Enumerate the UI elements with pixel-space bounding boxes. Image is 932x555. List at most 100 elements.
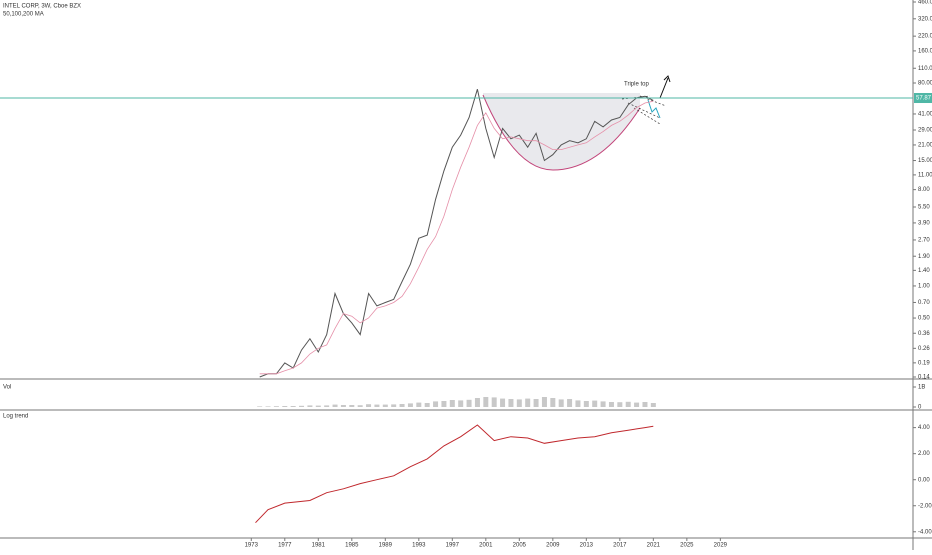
volume-bar [357,405,363,407]
volume-bar [516,399,522,407]
y-tick-label: 8.00 [918,187,930,193]
y-tick-label: 4.00 [918,425,930,431]
y-tick-label: 3.90 [918,220,930,226]
y-tick-label: 0.70 [918,300,930,306]
x-tick-label: 1973 [245,543,259,549]
volume-bar [500,398,506,407]
volume-bar [483,397,489,407]
series-line [255,424,654,524]
y-tick-label: -4.00 [918,529,932,535]
volume-bar [474,398,480,407]
x-tick-label: 2021 [647,543,661,549]
y-tick-label: 160.00 [918,48,932,54]
y-tick-label: 0.26 [918,346,930,352]
y-tick-label: 1.40 [918,268,930,274]
volume-bar [391,404,397,407]
volume-bar [399,404,405,407]
x-tick-label: 1977 [278,543,292,549]
volume-bar [567,399,573,407]
volume-bar [307,405,313,407]
volume-bar [533,399,539,407]
volume-bar [349,405,355,407]
y-tick-label: 15.00 [918,158,932,164]
volume-bar [617,402,623,407]
y-tick-label: -2.00 [918,503,932,509]
wedge-lines [621,95,667,125]
volume-bar [491,397,497,407]
volume-bar [374,404,380,407]
projection [647,99,661,119]
cup-curve [482,94,641,171]
volume-bar [625,401,631,407]
y-tick-label: 0.14 [918,375,930,381]
x-tick-label: 2001 [479,543,493,549]
y-tick-label: 5.50 [918,205,930,211]
volume-bar [299,405,305,407]
y-tick-label: 0 [918,405,922,411]
y-tick-label: 1.00 [918,284,930,290]
x-tick-label: 1985 [345,543,359,549]
volume-bar [508,399,514,407]
volume-bar [424,403,430,407]
volume-bar [282,406,288,407]
volume-bar [449,400,455,407]
y-tick-label: 21.00 [918,143,932,149]
y-tick-label: 320.00 [918,16,932,22]
volume-bar [366,404,372,407]
x-tick-label: 2005 [513,543,527,549]
chart-subtitle: 50,100,200 MA [3,12,44,18]
arrow [659,75,671,99]
y-tick-label: 1B [918,385,925,391]
series-line [259,89,654,378]
volume-bar [441,401,447,407]
y-tick-label: 29.00 [918,128,932,134]
y-tick-label: 2.00 [918,451,930,457]
x-tick-label: 1997 [446,543,460,549]
y-tick-label: 0.36 [918,331,930,337]
pane-title: Vol [3,385,11,391]
volume-bar [458,400,464,407]
pane [257,397,656,407]
x-tick-label: 2013 [580,543,594,549]
cup-area [483,93,640,170]
price-label: 57.87 [916,96,932,102]
price-label-box [914,93,932,104]
volume-bar [650,403,656,407]
volume-bar [407,403,413,407]
volume-bar [583,401,589,407]
x-tick-label: 2029 [714,543,728,549]
y-tick-label: 80.00 [918,81,932,87]
volume-bar [575,400,581,407]
y-tick-label: 41.00 [918,112,932,118]
volume-bar [541,397,547,407]
y-tick-label: 0.19 [918,360,930,366]
volume-bar [525,398,531,407]
y-tick-label: 0.00 [918,477,930,483]
volume-bar [290,406,296,407]
y-tick-label: 460.00 [918,0,932,6]
volume-bar [608,402,614,407]
y-tick-label: 220.00 [918,34,932,40]
volume-bar [340,405,346,407]
volume-bar [315,405,321,407]
x-tick-label: 2025 [680,543,694,549]
y-tick-label: 110.00 [918,66,932,72]
pane [255,424,654,524]
volume-bar [600,401,606,407]
volume-bar [382,404,388,407]
pane-title: Log trend [3,414,28,420]
volume-bar [466,399,472,407]
chart-title: INTEL CORP, 3W, Cboe BZX [3,4,81,10]
x-tick-label: 1981 [312,543,326,549]
volume-bar [332,404,338,407]
pane [259,89,654,378]
volume-bar [558,399,564,407]
volume-bar [257,406,263,407]
volume-bar [634,402,640,407]
x-tick-label: 1989 [379,543,393,549]
volume-bar [273,406,279,407]
volume-bar [265,406,271,407]
